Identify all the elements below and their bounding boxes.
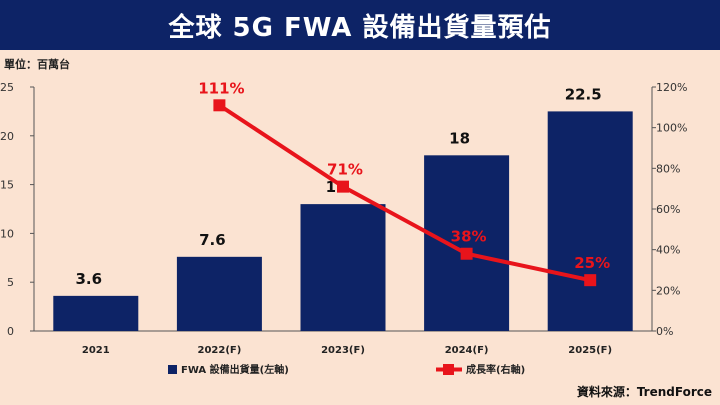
x-category-label: 2023(F) <box>321 345 365 356</box>
y-right-tick-label: 20% <box>656 284 680 297</box>
bar <box>547 111 633 332</box>
growth-rate-marker <box>460 247 473 260</box>
bar-value-label: 22.5 <box>565 85 602 103</box>
y-right-tick-label: 100% <box>656 122 687 135</box>
chart-title: 全球 5G FWA 設備出貨量預估 <box>168 12 552 43</box>
growth-rate-label: 71% <box>327 161 363 179</box>
y-right-tick-label: 0% <box>656 325 673 338</box>
unit-label: 單位：百萬台 <box>4 58 70 71</box>
x-category-label: 2025(F) <box>568 345 612 356</box>
bar <box>300 204 386 331</box>
legend-line-marker <box>443 364 454 375</box>
y-left-tick-label: 15 <box>0 179 14 192</box>
y-left-tick-label: 25 <box>0 81 14 94</box>
y-right-tick-label: 40% <box>656 244 680 257</box>
source-label: 資料來源：TrendForce <box>576 385 712 399</box>
y-right-tick-label: 80% <box>656 162 680 175</box>
x-category-label: 2022(F) <box>197 345 241 356</box>
bar <box>53 295 139 331</box>
bar-value-label: 7.6 <box>199 231 226 249</box>
legend-bar-swatch <box>168 365 177 374</box>
growth-rate-marker <box>584 274 597 287</box>
y-left-tick-label: 20 <box>0 130 14 143</box>
x-category-label: 2024(F) <box>445 345 489 356</box>
y-left-tick-label: 0 <box>7 325 14 338</box>
x-category-label: 2021 <box>82 345 110 356</box>
y-right-tick-label: 60% <box>656 203 680 216</box>
y-left-tick-label: 10 <box>0 227 14 240</box>
growth-rate-line <box>218 103 591 283</box>
bar <box>176 256 262 331</box>
growth-rate-label: 38% <box>451 228 487 246</box>
legend-bar-label: FWA 設備出貨量(左軸) <box>181 363 289 376</box>
growth-rate-label: 111% <box>198 79 244 97</box>
y-left-tick-label: 5 <box>7 276 14 289</box>
title-bar: 全球 5G FWA 設備出貨量預估 <box>0 0 720 50</box>
bar-value-label: 18 <box>449 129 470 147</box>
growth-rate-label: 25% <box>574 254 610 272</box>
bar-value-label: 3.6 <box>76 270 103 288</box>
legend-line-label: 成長率(右軸) <box>466 363 525 376</box>
growth-rate-marker <box>337 180 349 193</box>
bar <box>424 155 510 331</box>
growth-rate-marker <box>213 99 226 112</box>
y-right-tick-label: 120% <box>656 81 687 94</box>
